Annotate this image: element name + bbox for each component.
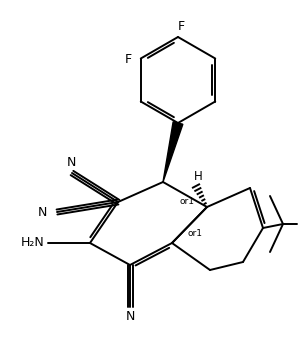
Text: H₂N: H₂N bbox=[20, 237, 44, 249]
Text: F: F bbox=[177, 21, 184, 33]
Text: N: N bbox=[66, 156, 76, 170]
Text: H: H bbox=[194, 171, 202, 184]
Text: F: F bbox=[125, 53, 132, 66]
Text: or1: or1 bbox=[180, 197, 195, 207]
Text: N: N bbox=[125, 310, 135, 324]
Polygon shape bbox=[163, 122, 183, 182]
Text: N: N bbox=[38, 206, 47, 218]
Text: or1: or1 bbox=[188, 228, 203, 238]
